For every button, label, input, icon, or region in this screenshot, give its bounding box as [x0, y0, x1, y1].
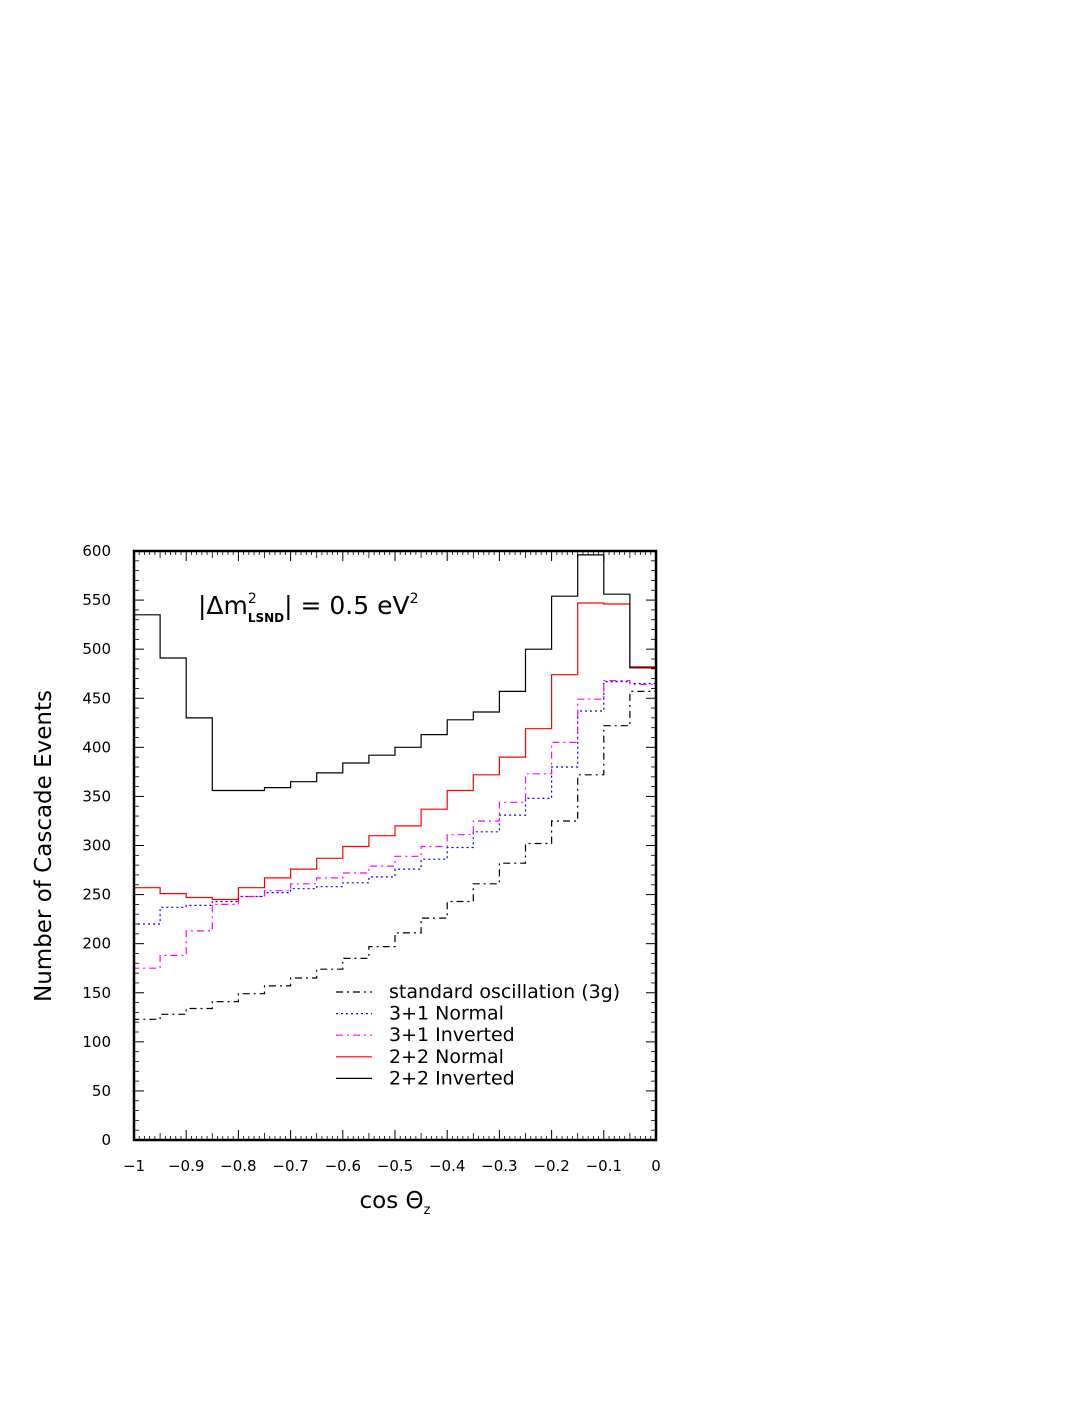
y-axis-title: Number of Cascade Events	[31, 690, 57, 1002]
x-axis-title: cos Θz	[360, 1188, 431, 1218]
series-line-2	[133, 680, 657, 1140]
x-tick-label: −0.3	[481, 1157, 517, 1175]
y-tick-label: 100	[82, 1033, 111, 1051]
series-line-3	[133, 602, 657, 1140]
series-line-0	[133, 690, 657, 1140]
x-tick-label: −0.1	[586, 1157, 622, 1175]
y-tick-label: 50	[92, 1082, 111, 1100]
x-tick-label: −0.4	[429, 1157, 465, 1175]
x-tick-label: −0.5	[377, 1157, 413, 1175]
x-axis-title-sub: z	[424, 1203, 431, 1218]
y-tick-label: 400	[82, 738, 111, 756]
x-tick-label: −1	[123, 1157, 145, 1175]
y-tick-label: 350	[82, 787, 111, 805]
annotation-suffix: | = 0.5 eV	[284, 591, 409, 620]
annotation-sub: LSND	[248, 611, 284, 625]
series-line-1	[133, 681, 657, 1140]
annotation-suffix-sup: 2	[410, 591, 419, 607]
y-tick-label: 0	[101, 1131, 111, 1149]
annotation-sup: 2	[248, 591, 257, 607]
annotation-prefix: |Δm	[198, 591, 248, 620]
x-tick-label: −0.7	[272, 1157, 308, 1175]
y-tick-label: 550	[82, 591, 111, 609]
x-tick-label: −0.9	[168, 1157, 204, 1175]
legend-label-1: 3+1 Normal	[389, 1003, 504, 1025]
y-tick-label: 150	[82, 984, 111, 1002]
series-line-4	[133, 554, 657, 1140]
x-tick-label: −0.8	[220, 1157, 256, 1175]
ticks-layer: −1 −0.9 −0.8 −0.7 −0.6 −0.5 −0.4 −0.3 −0.2 −0.1 0 0…	[82, 542, 660, 1175]
y-tick-label: 450	[82, 689, 111, 707]
y-tick-label: 300	[82, 837, 111, 855]
annotation-text: |Δm2 LSND| = 0.5 eV2	[198, 591, 418, 625]
y-tick-label: 200	[82, 935, 111, 953]
annotation: |Δm2 LSND| = 0.5 eV2	[198, 591, 418, 625]
y-tick-label: 500	[82, 640, 111, 658]
series-layer	[133, 554, 657, 1140]
y-tick-label: 600	[82, 542, 111, 560]
x-tick-label: −0.2	[533, 1157, 569, 1175]
legend-label-2: 3+1 Inverted	[389, 1024, 515, 1046]
x-tick-label: −0.6	[325, 1157, 361, 1175]
legend-label-0: standard oscillation (3g)	[389, 981, 620, 1003]
x-axis-title-main: cos Θ	[360, 1188, 424, 1214]
y-tick-label: 250	[82, 886, 111, 904]
legend-label-3: 2+2 Normal	[389, 1046, 504, 1068]
legend-label-4: 2+2 Inverted	[389, 1067, 515, 1089]
x-tick-label: 0	[651, 1157, 661, 1175]
